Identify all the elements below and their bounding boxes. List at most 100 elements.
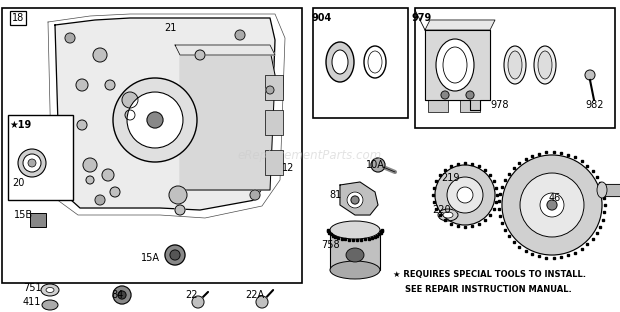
Circle shape: [76, 79, 88, 91]
Circle shape: [170, 250, 180, 260]
Circle shape: [502, 155, 602, 255]
Circle shape: [77, 120, 87, 130]
Polygon shape: [180, 50, 275, 190]
Ellipse shape: [504, 46, 526, 84]
Bar: [602, 184, 620, 196]
Circle shape: [520, 173, 584, 237]
Ellipse shape: [18, 149, 46, 177]
Ellipse shape: [538, 51, 552, 79]
Circle shape: [147, 112, 163, 128]
Bar: [265, 150, 283, 175]
Polygon shape: [55, 18, 275, 210]
Bar: [265, 75, 283, 100]
Bar: [8, 115, 73, 200]
Bar: [30, 213, 46, 227]
Circle shape: [127, 92, 183, 148]
Circle shape: [256, 296, 268, 308]
Circle shape: [86, 176, 94, 184]
Ellipse shape: [597, 182, 607, 198]
Ellipse shape: [436, 39, 474, 91]
Ellipse shape: [28, 159, 36, 167]
Circle shape: [83, 158, 97, 172]
Circle shape: [118, 291, 126, 299]
Circle shape: [125, 110, 135, 120]
Text: 22: 22: [186, 290, 198, 300]
Ellipse shape: [46, 287, 54, 293]
Ellipse shape: [23, 154, 41, 172]
Text: 10A: 10A: [366, 160, 384, 170]
Polygon shape: [175, 45, 275, 55]
Circle shape: [169, 186, 187, 204]
Text: 411: 411: [23, 297, 41, 307]
Ellipse shape: [42, 300, 58, 310]
Circle shape: [102, 169, 114, 181]
Ellipse shape: [443, 212, 453, 218]
Text: 84: 84: [112, 290, 124, 300]
Text: 758: 758: [321, 240, 339, 250]
Circle shape: [266, 86, 274, 94]
Bar: [460, 100, 480, 112]
Circle shape: [93, 48, 107, 62]
Polygon shape: [340, 182, 378, 215]
Circle shape: [235, 30, 245, 40]
Bar: [2, 8, 302, 283]
Ellipse shape: [364, 46, 386, 78]
Text: 12: 12: [282, 163, 294, 173]
Text: 751: 751: [23, 283, 42, 293]
Polygon shape: [425, 30, 490, 110]
Ellipse shape: [41, 284, 59, 296]
Circle shape: [371, 158, 385, 172]
Circle shape: [347, 192, 363, 208]
Circle shape: [466, 91, 474, 99]
Circle shape: [110, 187, 120, 197]
Ellipse shape: [330, 221, 380, 239]
Text: 46: 46: [549, 193, 561, 203]
Circle shape: [585, 70, 595, 80]
Circle shape: [435, 165, 495, 225]
Text: eReplacementParts.com: eReplacementParts.com: [238, 149, 382, 162]
Ellipse shape: [368, 51, 382, 73]
Text: 15A: 15A: [141, 253, 159, 263]
Text: 21: 21: [164, 23, 176, 33]
Bar: [330, 230, 380, 270]
Text: 219: 219: [441, 173, 459, 183]
Text: 904: 904: [312, 13, 332, 23]
Text: 18: 18: [12, 13, 24, 23]
Text: SEE REPAIR INSTRUCTION MANUAL.: SEE REPAIR INSTRUCTION MANUAL.: [405, 285, 572, 294]
Ellipse shape: [330, 261, 380, 279]
Circle shape: [122, 92, 138, 108]
Text: 982: 982: [586, 100, 604, 110]
Circle shape: [457, 187, 473, 203]
Text: 979: 979: [412, 13, 432, 23]
Ellipse shape: [534, 46, 556, 84]
Circle shape: [105, 80, 115, 90]
Text: ★ REQUIRES SPECIAL TOOLS TO INSTALL.: ★ REQUIRES SPECIAL TOOLS TO INSTALL.: [393, 271, 586, 280]
Ellipse shape: [346, 248, 364, 262]
Text: 220: 220: [433, 205, 451, 215]
Circle shape: [540, 193, 564, 217]
Circle shape: [65, 33, 75, 43]
Ellipse shape: [326, 42, 354, 82]
Bar: [602, 184, 620, 196]
Circle shape: [113, 78, 197, 162]
Ellipse shape: [332, 50, 348, 74]
Circle shape: [447, 177, 483, 213]
Circle shape: [250, 190, 260, 200]
Bar: [313, 8, 408, 118]
Circle shape: [192, 296, 204, 308]
Circle shape: [195, 50, 205, 60]
Bar: [415, 8, 615, 128]
Bar: [428, 100, 448, 112]
Text: 20: 20: [12, 178, 24, 188]
Text: 22A: 22A: [246, 290, 265, 300]
Polygon shape: [425, 20, 495, 30]
Text: 15B: 15B: [14, 210, 33, 220]
Circle shape: [95, 195, 105, 205]
Circle shape: [351, 196, 359, 204]
Text: 81: 81: [329, 190, 341, 200]
Circle shape: [165, 245, 185, 265]
Circle shape: [441, 91, 449, 99]
Bar: [265, 110, 283, 135]
Circle shape: [175, 205, 185, 215]
Circle shape: [113, 286, 131, 304]
